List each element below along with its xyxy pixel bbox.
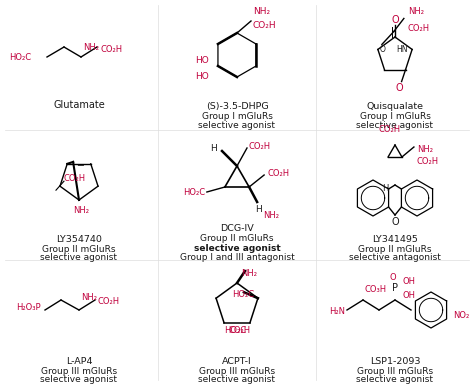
Text: selective agonist: selective agonist [199,375,275,384]
Text: Quisqualate: Quisqualate [366,102,423,110]
Text: CO₂H: CO₂H [249,142,271,151]
Text: Group I and III antagonist: Group I and III antagonist [180,254,294,263]
Text: CO₃H: CO₃H [365,286,387,294]
Text: HO₂C: HO₂C [224,326,246,335]
Text: CO₂H: CO₂H [267,168,289,177]
Text: H: H [210,144,217,152]
Text: NH₂: NH₂ [253,7,270,16]
Text: Group II mGluRs: Group II mGluRs [42,245,116,254]
Text: NH₂: NH₂ [81,293,97,303]
Text: Group II mGluRs: Group II mGluRs [358,245,432,254]
Text: H: H [383,184,389,193]
Text: selective agonist: selective agonist [40,254,118,263]
Text: ─: ─ [77,161,83,171]
Text: selective agonist: selective agonist [356,375,434,384]
Text: CO₂H: CO₂H [98,298,120,307]
Text: LY354740: LY354740 [56,235,102,244]
Text: Group II mGluRs: Group II mGluRs [200,233,274,242]
Text: O: O [390,273,396,282]
Text: HO₂C: HO₂C [183,187,205,196]
Text: OH: OH [403,291,416,300]
Text: NH₂: NH₂ [73,205,89,214]
Text: CO₂H: CO₂H [417,156,439,165]
Text: CO₂H: CO₂H [408,24,430,33]
Text: ACPT-I: ACPT-I [222,356,252,366]
Text: selective agonist: selective agonist [199,121,275,130]
Text: selective agonist: selective agonist [40,375,118,384]
Text: HO: HO [195,56,209,65]
Text: NH₂: NH₂ [241,268,257,277]
Text: Group I mGluRs: Group I mGluRs [360,112,430,121]
Text: O: O [396,82,403,93]
Text: NH₂: NH₂ [408,7,424,16]
Text: Glutamate: Glutamate [53,100,105,110]
Text: Group III mGluRs: Group III mGluRs [357,366,433,375]
Text: O: O [391,15,399,25]
Text: NH₂: NH₂ [83,42,99,51]
Text: NO₂: NO₂ [453,310,469,319]
Text: Group I mGluRs: Group I mGluRs [201,112,273,121]
Text: HO₂C: HO₂C [9,53,31,61]
Text: CO₂H: CO₂H [101,44,123,54]
Text: HO: HO [195,72,209,81]
Text: DCG-IV: DCG-IV [220,224,254,233]
Text: selective agonist: selective agonist [356,121,434,130]
Text: L-AP4: L-AP4 [66,356,92,366]
Text: NH₂: NH₂ [263,210,279,219]
Text: O: O [380,45,386,54]
Text: H₂N: H₂N [329,307,345,317]
Text: CO₂H: CO₂H [253,21,277,30]
Text: (S)-3.5-DHPG: (S)-3.5-DHPG [206,102,268,110]
Text: CO₂H: CO₂H [64,173,86,183]
Text: H: H [255,205,262,214]
Text: Group III mGluRs: Group III mGluRs [41,366,117,375]
Text: HN: HN [397,45,408,54]
Text: O: O [391,217,399,227]
Text: NH₂: NH₂ [417,144,433,154]
Text: OH: OH [403,277,416,287]
Text: LY341495: LY341495 [372,235,418,244]
Text: HO₂C: HO₂C [232,290,254,299]
Text: LSP1-2093: LSP1-2093 [370,356,420,366]
Text: H₂O₃P: H₂O₃P [17,303,41,312]
Text: selective agonist: selective agonist [193,244,281,252]
Text: CO₂H: CO₂H [379,124,401,133]
Text: P: P [392,283,398,293]
Text: Group III mGluRs: Group III mGluRs [199,366,275,375]
Text: selective antagonist: selective antagonist [349,254,441,263]
Text: CO₂H: CO₂H [228,326,250,335]
